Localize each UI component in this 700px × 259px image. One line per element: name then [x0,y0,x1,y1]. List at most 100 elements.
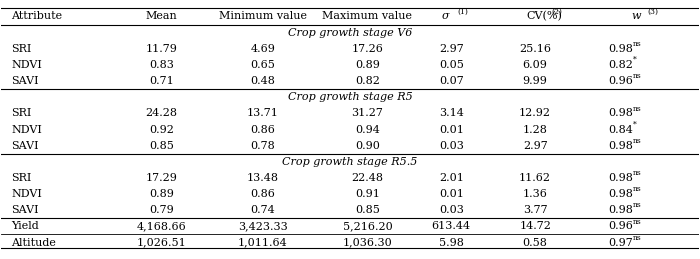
Text: Crop growth stage R5.5: Crop growth stage R5.5 [282,157,418,167]
Text: 12.92: 12.92 [519,108,551,118]
Text: 22.48: 22.48 [351,173,384,183]
Text: NDVI: NDVI [11,60,42,70]
Text: 0.96: 0.96 [608,76,633,86]
Text: 0.98: 0.98 [608,189,633,199]
Text: 0.94: 0.94 [355,125,380,134]
Text: 0.05: 0.05 [439,60,463,70]
Text: (3): (3) [647,8,658,16]
Text: *: * [633,121,637,129]
Text: *: * [633,56,637,64]
Text: 0.85: 0.85 [149,141,174,151]
Text: 0.58: 0.58 [523,238,547,248]
Text: 6.09: 6.09 [523,60,547,70]
Text: w: w [631,11,641,21]
Text: 0.89: 0.89 [355,60,380,70]
Text: ns: ns [633,202,642,209]
Text: 14.72: 14.72 [519,221,551,231]
Text: Crop growth stage V6: Crop growth stage V6 [288,28,412,38]
Text: ns: ns [633,185,642,193]
Text: 4.69: 4.69 [250,44,275,54]
Text: Yield: Yield [11,221,39,231]
Text: 5.98: 5.98 [439,238,463,248]
Text: 0.78: 0.78 [251,141,275,151]
Text: 0.03: 0.03 [439,141,463,151]
Text: 13.48: 13.48 [246,173,279,183]
Text: 0.82: 0.82 [355,76,380,86]
Text: ns: ns [633,137,642,145]
Text: ns: ns [633,40,642,48]
Text: 0.48: 0.48 [250,76,275,86]
Text: ns: ns [633,234,642,242]
Text: 24.28: 24.28 [146,108,177,118]
Text: (1): (1) [457,8,468,16]
Text: 1.36: 1.36 [523,189,547,199]
Text: 0.01: 0.01 [439,189,463,199]
Text: 3.14: 3.14 [439,108,463,118]
Text: SRI: SRI [11,108,32,118]
Text: Attribute: Attribute [11,11,62,21]
Text: NDVI: NDVI [11,189,42,199]
Text: 3,423.33: 3,423.33 [238,221,288,231]
Text: 0.90: 0.90 [355,141,380,151]
Text: 0.71: 0.71 [149,76,174,86]
Text: SRI: SRI [11,44,32,54]
Text: 5,216.20: 5,216.20 [342,221,392,231]
Text: 0.83: 0.83 [149,60,174,70]
Text: ns: ns [633,72,642,80]
Text: 0.96: 0.96 [608,221,633,231]
Text: 17.26: 17.26 [351,44,384,54]
Text: SAVI: SAVI [11,205,38,215]
Text: 0.74: 0.74 [251,205,275,215]
Text: 2.01: 2.01 [439,173,463,183]
Text: Crop growth stage R5: Crop growth stage R5 [288,92,412,102]
Text: SRI: SRI [11,173,32,183]
Text: 9.99: 9.99 [523,76,547,86]
Text: 0.98: 0.98 [608,141,633,151]
Text: 0.86: 0.86 [250,189,275,199]
Text: 0.98: 0.98 [608,44,633,54]
Text: 0.03: 0.03 [439,205,463,215]
Text: Altitude: Altitude [11,238,56,248]
Text: 0.92: 0.92 [149,125,174,134]
Text: 0.98: 0.98 [608,205,633,215]
Text: 0.91: 0.91 [355,189,380,199]
Text: 0.84: 0.84 [608,125,633,134]
Text: NDVI: NDVI [11,125,42,134]
Text: Minimum value: Minimum value [218,11,307,21]
Text: Maximum value: Maximum value [323,11,412,21]
Text: 0.98: 0.98 [608,108,633,118]
Text: 11.79: 11.79 [146,44,177,54]
Text: 0.98: 0.98 [608,173,633,183]
Text: 17.29: 17.29 [146,173,177,183]
Text: SAVI: SAVI [11,141,38,151]
Text: 1.28: 1.28 [523,125,547,134]
Text: 0.85: 0.85 [355,205,380,215]
Text: 31.27: 31.27 [351,108,384,118]
Text: 0.97: 0.97 [608,238,633,248]
Text: 2.97: 2.97 [439,44,463,54]
Text: CV(%): CV(%) [526,11,562,22]
Text: 0.79: 0.79 [149,205,174,215]
Text: 2.97: 2.97 [523,141,547,151]
Text: 1,026.51: 1,026.51 [136,238,186,248]
Text: 25.16: 25.16 [519,44,551,54]
Text: 13.71: 13.71 [246,108,279,118]
Text: 0.86: 0.86 [250,125,275,134]
Text: Mean: Mean [146,11,177,21]
Text: ns: ns [633,169,642,177]
Text: 0.07: 0.07 [439,76,463,86]
Text: ns: ns [633,218,642,226]
Text: 4,168.66: 4,168.66 [136,221,186,231]
Text: σ: σ [442,11,449,21]
Text: SAVI: SAVI [11,76,38,86]
Text: 613.44: 613.44 [432,221,471,231]
Text: 3.77: 3.77 [523,205,547,215]
Text: (2): (2) [551,8,562,16]
Text: 0.82: 0.82 [608,60,633,70]
Text: 1,011.64: 1,011.64 [238,238,288,248]
Text: ns: ns [633,105,642,112]
Text: 1,036.30: 1,036.30 [342,238,392,248]
Text: 0.01: 0.01 [439,125,463,134]
Text: 0.89: 0.89 [149,189,174,199]
Text: 11.62: 11.62 [519,173,551,183]
